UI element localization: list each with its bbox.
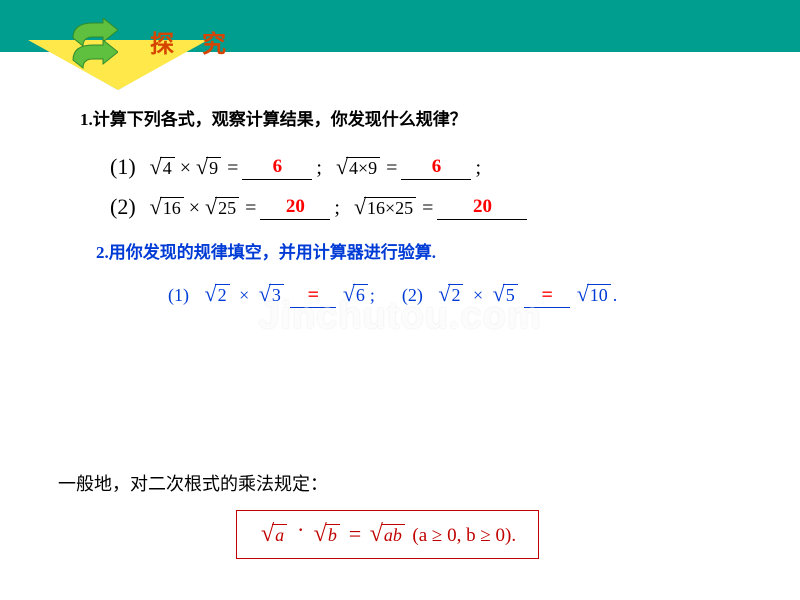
equals-symbol: = xyxy=(386,157,397,180)
answer-blank: 6 xyxy=(242,156,312,180)
arrow-icon xyxy=(68,40,118,80)
times-symbol: × xyxy=(180,157,191,180)
equals-symbol: = xyxy=(422,197,433,220)
row-label: (2) xyxy=(402,285,423,305)
times-symbol: × xyxy=(189,197,200,220)
formula-box: a · b = ab (a ≥ 0, b ≥ 0). xyxy=(236,510,539,559)
row-label: (1) xyxy=(168,285,189,305)
sqrt-term: 2 xyxy=(438,281,463,307)
answer-blank: = xyxy=(290,284,336,308)
sqrt-term: 4×9 xyxy=(336,154,380,180)
formula-condition: (a ≥ 0, b ≥ 0). xyxy=(412,525,516,546)
equation-block-1: (1) 4 × 9 = 6 ; 4×9 = 6 ; (2) 16 × 25 = … xyxy=(110,154,760,220)
conclusion-text: 一般地，对二次根式的乘法规定： xyxy=(58,470,328,496)
sqrt-term: 2 xyxy=(205,281,230,307)
equals-symbol: = xyxy=(245,197,256,220)
equation-row: (2) 16 × 25 = 20 ; 16×25 = 20 xyxy=(110,194,760,220)
page-title: 探究 xyxy=(150,24,254,59)
equals-symbol: = xyxy=(227,157,238,180)
answer-blank: 20 xyxy=(437,196,527,220)
times-symbol: × xyxy=(239,285,249,305)
times-symbol: × xyxy=(473,285,483,305)
row-label: (2) xyxy=(110,194,136,220)
separator: ; xyxy=(316,157,322,180)
equation-block-2: (1) 2 × 3 = 6; (2) 2 × 5 = 10. xyxy=(168,281,760,308)
sqrt-term: 4 xyxy=(150,154,175,180)
sqrt-term: 25 xyxy=(205,194,239,220)
equals-symbol: = xyxy=(347,521,367,546)
sqrt-term: 6 xyxy=(343,281,368,307)
sqrt-term: 3 xyxy=(259,281,284,307)
separator: ; xyxy=(334,197,340,220)
equation-row: (1) 4 × 9 = 6 ; 4×9 = 6 ; xyxy=(110,154,760,180)
sqrt-term: 10 xyxy=(577,281,611,307)
dot-symbol: · xyxy=(298,517,304,542)
sqrt-term: 5 xyxy=(493,281,518,307)
answer-blank: 20 xyxy=(260,196,330,220)
sqrt-ab: ab xyxy=(370,521,405,548)
answer-blank: 6 xyxy=(401,156,471,180)
sqrt-term: 9 xyxy=(196,154,221,180)
row-label: (1) xyxy=(110,154,136,180)
answer-blank: = xyxy=(524,284,570,308)
question-1: 1.计算下列各式，观察计算结果，你发现什么规律？ xyxy=(80,105,760,130)
question-2: 2.用你发现的规律填空，并用计算器进行验算. xyxy=(96,238,760,263)
separator: ; xyxy=(475,157,481,180)
sqrt-a: a xyxy=(261,521,287,548)
sqrt-b: b xyxy=(314,521,340,548)
sqrt-term: 16×25 xyxy=(354,194,416,220)
sqrt-term: 16 xyxy=(150,194,184,220)
content-area: 1.计算下列各式，观察计算结果，你发现什么规律？ (1) 4 × 9 = 6 ;… xyxy=(80,105,760,308)
